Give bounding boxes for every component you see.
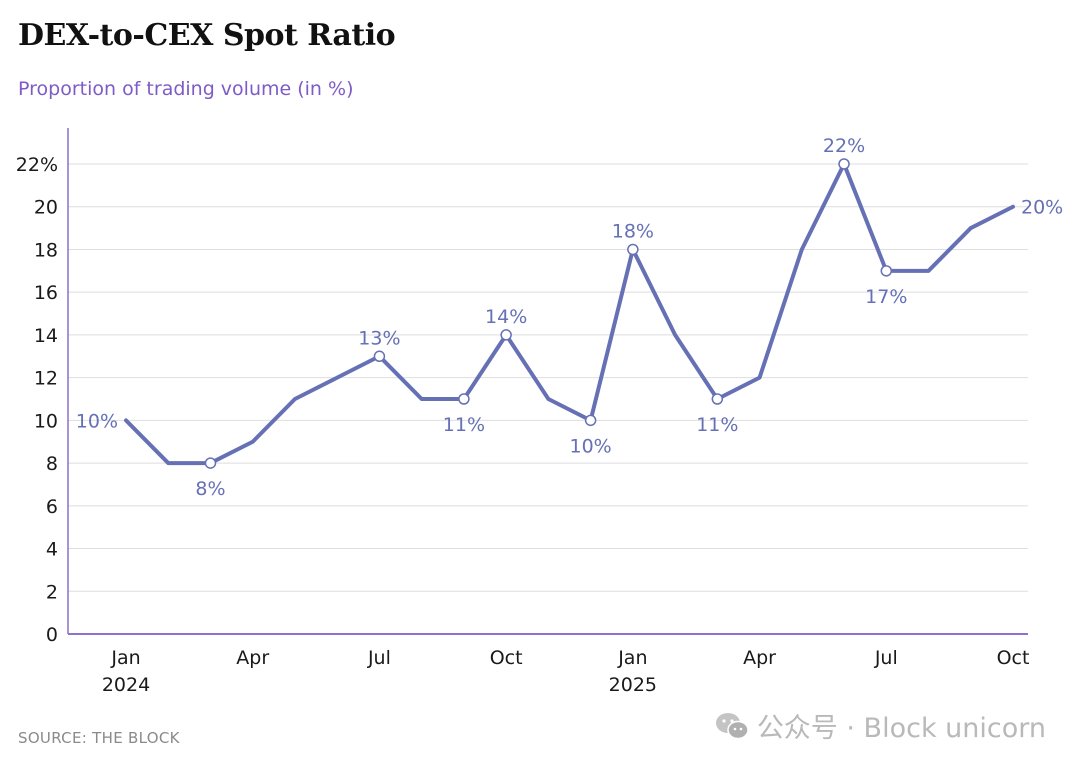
data-point-marker bbox=[838, 158, 850, 170]
data-label: 18% bbox=[612, 220, 654, 242]
data-label: 11% bbox=[443, 414, 485, 436]
y-tick-label: 22% bbox=[16, 154, 58, 176]
x-tick-label: Apr bbox=[743, 647, 776, 669]
x-tick-label: Jul bbox=[367, 647, 391, 669]
data-point-marker bbox=[880, 265, 893, 277]
data-point-marker bbox=[458, 393, 470, 405]
y-tick-label: 2 bbox=[46, 581, 58, 603]
data-point-marker bbox=[373, 350, 386, 363]
data-point-marker bbox=[584, 414, 597, 427]
y-tick-label: 6 bbox=[46, 496, 58, 518]
chart-title: DEX-to-CEX Spot Ratio bbox=[18, 18, 396, 53]
data-label: 17% bbox=[865, 286, 907, 308]
data-label: 14% bbox=[485, 306, 527, 328]
source-note: SOURCE: THE BLOCK bbox=[18, 729, 180, 747]
chart-subtitle: Proportion of trading volume (in %) bbox=[18, 78, 354, 100]
watermark-text: 公众号 · Block unicorn bbox=[756, 713, 1046, 744]
y-tick-label: 12 bbox=[34, 368, 58, 390]
data-label: 10% bbox=[76, 410, 118, 432]
data-point-marker bbox=[711, 393, 724, 405]
data-label: 13% bbox=[358, 327, 400, 349]
data-label: 8% bbox=[195, 478, 225, 500]
y-tick-label: 0 bbox=[46, 624, 58, 646]
data-point-marker bbox=[204, 457, 217, 469]
data-label: 10% bbox=[570, 435, 612, 457]
y-tick-label: 4 bbox=[46, 539, 58, 561]
y-tick-label: 16 bbox=[34, 282, 58, 304]
data-label: 22% bbox=[823, 135, 865, 157]
y-tick-label: 8 bbox=[46, 453, 58, 475]
y-tick-label: 10 bbox=[34, 410, 58, 432]
y-tick-label: 20 bbox=[34, 197, 58, 219]
series-line bbox=[124, 162, 1015, 466]
data-label: 20% bbox=[1021, 197, 1063, 219]
watermark: 公众号 · Block unicorn bbox=[715, 706, 1046, 745]
data-point-marker bbox=[500, 329, 512, 341]
x-tick-label: Jul bbox=[874, 647, 898, 669]
x-tick-label: Apr bbox=[236, 647, 269, 669]
x-tick-label: Oct bbox=[997, 647, 1030, 669]
x-tick-year-label: 2025 bbox=[609, 674, 657, 696]
y-tick-label: 14 bbox=[34, 325, 58, 347]
x-tick-label: Jan bbox=[617, 647, 647, 669]
x-tick-label: Jan bbox=[110, 647, 140, 669]
wechat-icon bbox=[715, 712, 749, 739]
x-tick-label: Oct bbox=[490, 647, 523, 669]
data-point-marker bbox=[627, 243, 639, 256]
data-label: 11% bbox=[696, 414, 738, 436]
y-tick-label: 18 bbox=[34, 239, 58, 261]
x-tick-year-label: 2024 bbox=[102, 674, 150, 696]
